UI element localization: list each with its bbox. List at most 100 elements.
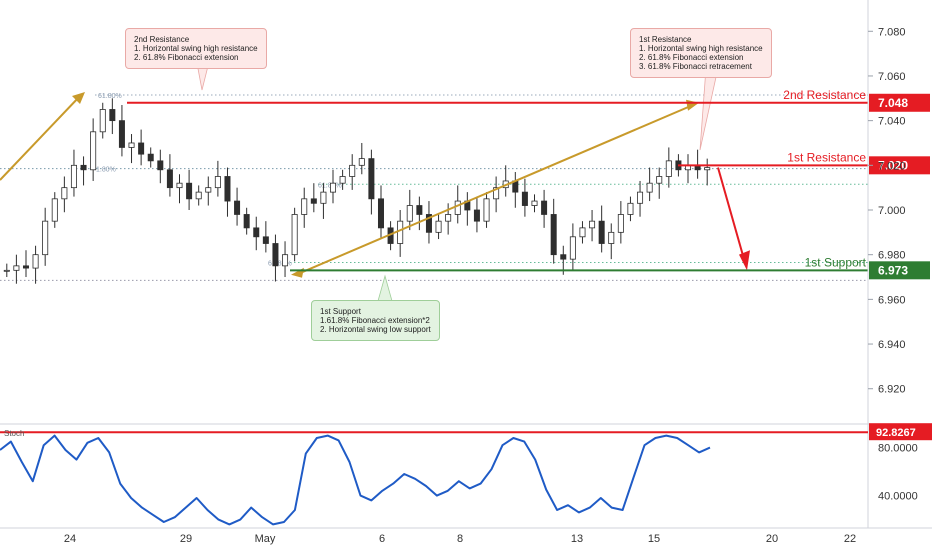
time-scale[interactable]: 24 29 May 6 8 13 15 20 22	[0, 527, 932, 545]
annotation-1st-resistance: 1st Resistance 1. Horizontal swing high …	[630, 28, 772, 78]
candle-body	[301, 198, 308, 215]
price-tick-label: 6.980	[878, 250, 906, 262]
candle-body	[589, 220, 596, 229]
price-tick-label: 6.920	[878, 384, 906, 396]
candle-body	[550, 214, 557, 256]
level-name-label: 1st Resistance	[787, 150, 866, 164]
candle-body	[416, 205, 423, 215]
candle-body	[310, 198, 317, 204]
time-tick-label: 22	[844, 533, 856, 545]
candle-body	[157, 160, 164, 171]
candle-body	[186, 182, 193, 200]
stoch-level-tag	[869, 423, 932, 441]
stochastic-pane[interactable]: 92.8267 80.0000 40.0000 Stoch	[0, 423, 932, 526]
level-price-value: 7.020	[878, 158, 908, 172]
candle-body	[406, 205, 413, 222]
level-name-label: 2nd Resistance	[783, 88, 866, 102]
level-price-value: 6.973	[878, 263, 908, 277]
candle-body	[358, 158, 365, 166]
candle-body	[627, 202, 634, 215]
candle-body	[579, 227, 586, 238]
candle-body	[541, 200, 548, 215]
candle-body	[214, 176, 221, 189]
candle-body	[253, 227, 260, 238]
candle-body	[483, 198, 490, 222]
candle-body	[3, 269, 10, 272]
candle-body	[445, 214, 452, 222]
trend-arrow-up-left	[0, 95, 81, 181]
stoch-label: Stoch	[4, 429, 24, 438]
candle-body	[368, 158, 375, 200]
price-tick-label: 6.940	[878, 339, 906, 351]
annotation-2nd-resistance: 2nd Resistance 1. Horizontal swing high …	[125, 28, 267, 69]
annotation-line: 1. Horizontal swing high resistance	[639, 44, 763, 53]
candle-body	[13, 265, 20, 271]
candle-body	[243, 214, 250, 229]
candle-body	[646, 182, 653, 193]
candle-body	[272, 243, 279, 267]
candle-body	[665, 160, 672, 177]
price-tick-label: 7.040	[878, 116, 906, 128]
annotation-line: 2. 61.8% Fibonacci extension	[639, 53, 744, 62]
candle-body	[656, 176, 663, 184]
level-price-tag	[869, 261, 930, 280]
annotation-1st-support: 1st Support 1.61.8% Fibonacci extension*…	[311, 300, 440, 341]
candle-body	[320, 191, 327, 204]
annotation-line: 2. Horizontal swing low support	[320, 325, 431, 334]
time-tick-label: 29	[180, 533, 192, 545]
candle-body	[61, 187, 68, 200]
candle-body	[147, 153, 154, 162]
price-tick-label: 7.060	[878, 71, 906, 83]
candle-body	[234, 200, 241, 215]
candle-body	[166, 169, 173, 189]
candle-body	[521, 191, 528, 206]
time-tick-label: 24	[64, 533, 76, 545]
fib-percent-label: 61.80%	[318, 182, 342, 189]
price-scale[interactable]: 7.080 7.060 7.040 7.020 7.000 6.980 6.960 6.940…	[867, 0, 906, 528]
candle-body	[397, 220, 404, 244]
price-tick-label: 7.080	[878, 26, 906, 38]
candle-body	[224, 176, 231, 202]
projection-arrowhead	[739, 250, 750, 271]
time-tick-label: 13	[571, 533, 583, 545]
stoch-tick-label: 80.0000	[878, 443, 918, 455]
candle-body	[291, 214, 298, 256]
candle-body	[560, 254, 567, 260]
candle-body	[195, 191, 202, 200]
annotation-line: 2nd Resistance	[134, 35, 190, 44]
candle-body	[704, 167, 711, 171]
annotation-line: 1. Horizontal swing high resistance	[134, 44, 258, 53]
annotation-line: 1st Resistance	[639, 35, 692, 44]
price-tick-label: 7.020	[878, 160, 906, 172]
candle-body	[128, 142, 135, 148]
time-tick-label: 20	[766, 533, 778, 545]
candle-body	[330, 182, 337, 193]
candle-body	[349, 164, 356, 177]
time-tick-label: 15	[648, 533, 660, 545]
annotation-line: 2. 61.8% Fibonacci extension	[134, 53, 239, 62]
stoch-level-value: 92.8267	[876, 427, 916, 439]
stoch-line	[0, 434, 711, 526]
candle-body	[377, 198, 384, 229]
candle-body	[569, 236, 576, 260]
fib-percent-label: 1.80%	[96, 167, 116, 174]
fib-percent-label: 61.80%	[268, 261, 292, 268]
trend-arrowhead	[72, 92, 85, 104]
candle-body	[262, 236, 269, 244]
annotation-line: 1.61.8% Fibonacci extension*2	[320, 316, 430, 325]
candle-body	[176, 182, 183, 189]
candle-body	[617, 214, 624, 233]
level-price-value: 7.048	[878, 96, 908, 110]
candle-body	[80, 164, 87, 171]
annotation-line: 1st Support	[320, 307, 361, 316]
price-tick-label: 7.000	[878, 205, 906, 217]
candle-body	[90, 131, 97, 171]
fib-percent-label: 61.80%	[98, 93, 122, 100]
candle-body	[70, 164, 77, 189]
candle-body	[42, 220, 49, 256]
candle-body	[138, 142, 145, 155]
candle-body	[32, 254, 39, 269]
time-tick-label: 8	[457, 533, 463, 545]
